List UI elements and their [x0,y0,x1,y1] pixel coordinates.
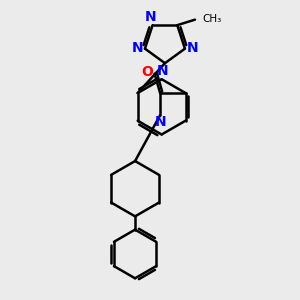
Text: N: N [131,41,143,55]
Text: N: N [145,11,156,24]
Text: O: O [142,65,153,79]
Text: N: N [154,115,166,129]
Text: N: N [187,41,199,55]
Text: CH₃: CH₃ [202,14,221,23]
Text: N: N [157,64,169,78]
